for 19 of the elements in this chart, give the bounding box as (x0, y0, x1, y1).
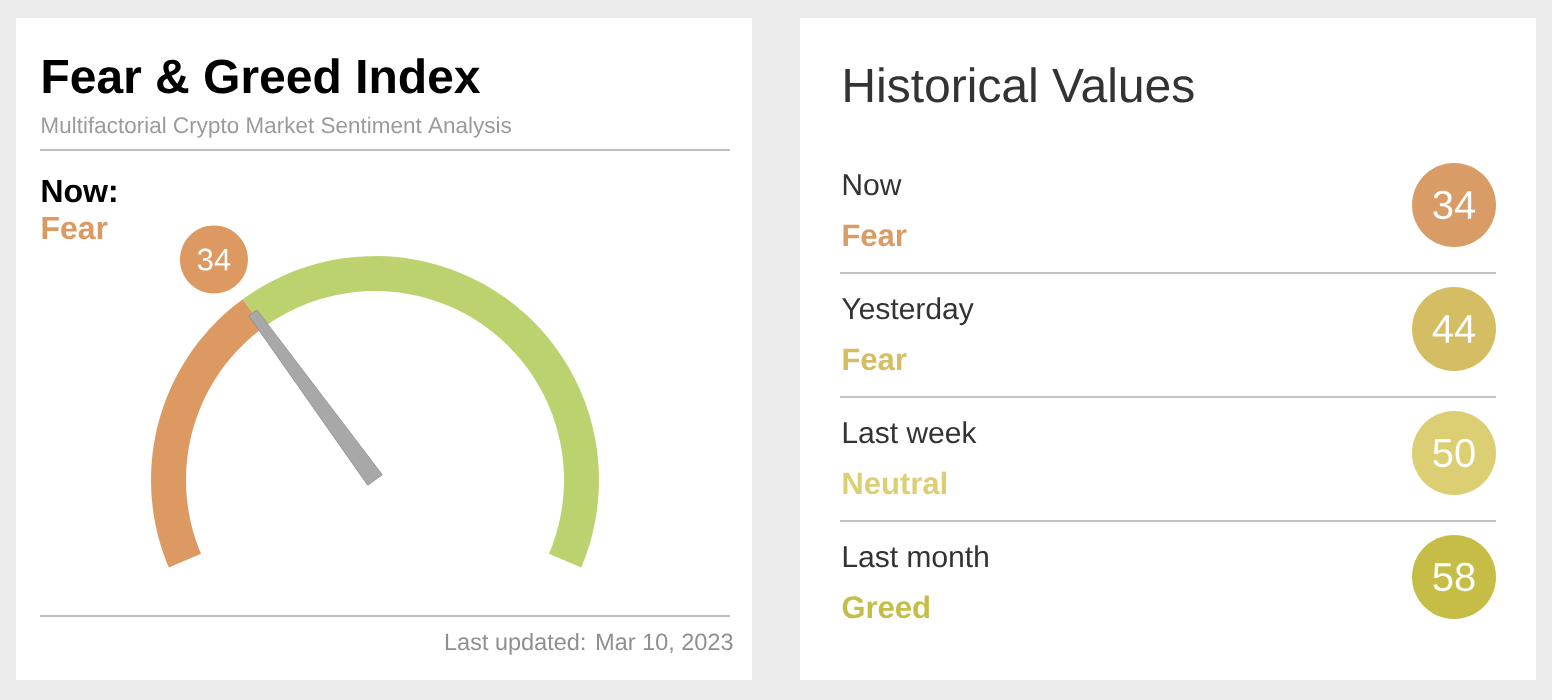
data-label: 34 (197, 248, 231, 271)
category-label: Last week (843, 421, 977, 444)
text: Fear (42, 216, 108, 240)
text: Historical Values (845, 67, 1194, 103)
data-label: 50 (1433, 438, 1475, 468)
data-label: 44 (1432, 315, 1476, 343)
chart-title: Fear & Greed Index (43, 58, 481, 94)
text: Now: (42, 179, 116, 203)
category-label: Now (843, 174, 902, 196)
category-label: Last month (843, 545, 988, 568)
data-label: 34 (1433, 190, 1476, 220)
text: Fear (843, 224, 907, 247)
text: Last updated: Mar 10, 2023 (445, 632, 733, 655)
text: Fear (843, 348, 907, 371)
text: Greed (842, 595, 929, 619)
chart-subtitle: Multifactorial Crypto Market Sentiment Analysis (42, 116, 511, 138)
text: Neutral (843, 471, 947, 495)
category-label: Yesterday (842, 297, 974, 326)
data-label: 58 (1433, 562, 1475, 592)
